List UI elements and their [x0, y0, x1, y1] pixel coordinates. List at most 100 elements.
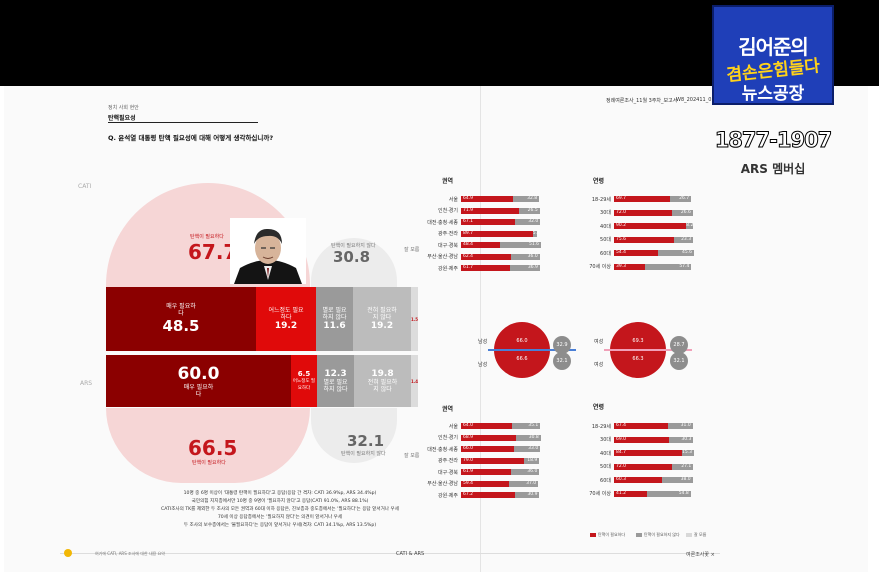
ars-s4-label: 전혀 필요하지 않다 — [367, 379, 398, 393]
need-bar: 67.4 — [614, 423, 668, 429]
noneed-bar: 54.8 — [646, 490, 691, 497]
bar-row: 30대 72.0 26.6 — [574, 209, 693, 216]
bar-row: 60대 60.3 38.0 — [574, 477, 693, 484]
bar-row-label: 70세 이상 — [589, 264, 611, 270]
bar-row: 50대 72.0 27.1 — [574, 463, 694, 470]
need-bar: 61.7 — [461, 265, 511, 271]
ars-region-title: 권역 — [442, 406, 454, 413]
bar-row-label: 18-29세 — [591, 423, 611, 430]
bar-row: 부산·울산·경남 62.4 36.0 — [421, 253, 540, 260]
female-label-cati: 여성 — [594, 339, 604, 345]
ars-s3-value: 12.3 — [324, 369, 347, 379]
cati-not-at-all-segment: 전혀 필요하지 않다 19.2 — [353, 287, 411, 351]
noneed-bar: 32.0 — [514, 219, 541, 225]
legend-noneed-text: 탄핵이 필요하지 않다 — [644, 532, 680, 537]
male-divider — [488, 349, 576, 351]
need-bar: 59.4 — [461, 480, 509, 487]
bar-row: 대구·경북 61.9 36.0 — [421, 469, 540, 476]
noneed-bar: 51.6 — [499, 242, 541, 248]
noneed-bar: 30.3 — [669, 436, 694, 443]
bar-row-label: 대전·충청·세종 — [427, 446, 458, 453]
need-bar: 61.9 — [461, 469, 511, 475]
noneed-bar: 30.9 — [514, 492, 540, 498]
report-header: 정례여론조사_11월 3주차_보고서 — [606, 98, 678, 104]
noneed-bar: 26.7 — [669, 196, 692, 202]
bar-row: 70세 이상 41.2 54.8 — [574, 490, 691, 497]
ars-some-need-segment: 6.5 어느정도 필요하다 — [291, 355, 317, 407]
note-line: 국민의힘 지지층에서만 10명 중 9명이 '필요하지 않다'고 응답(CATI… — [191, 499, 369, 504]
topic-title: 탄핵필요성 — [108, 115, 136, 122]
footer-line — [60, 553, 720, 554]
noneed-bar: 45.6 — [657, 250, 694, 256]
noneed-bar: 15.3 — [681, 450, 694, 456]
ars-age-title: 연령 — [593, 404, 605, 411]
cati-s2-value: 19.2 — [274, 321, 298, 331]
need-bar: 66.0 — [461, 446, 514, 452]
cati-s4-value: 19.2 — [370, 321, 394, 331]
bar-row: 70세 이상 39.3 57.4 — [574, 263, 692, 270]
need-bar: 41.2 — [614, 490, 647, 497]
need-bar: 64.9 — [461, 196, 513, 202]
ars-dk-label: 잘 모름 — [404, 453, 420, 459]
ars-s2-value: 6.5 — [297, 370, 311, 378]
bar-row: 18-29세 69.7 26.7 — [574, 196, 692, 203]
bar-row-label: 인천·경기 — [438, 208, 458, 214]
need-bar: 84.7 — [614, 450, 682, 456]
legend-noneed: 탄핵이 필요하지 않다 — [636, 532, 680, 538]
bar-row: 대전·충청·세종 66.0 33.0 — [421, 446, 541, 453]
cati-male-need: 66.0 — [516, 338, 528, 344]
bar-row: 부산·울산·경남 59.4 37.0 — [421, 480, 539, 487]
cati-very-need-segment: 매우 필요하다 48.5 — [106, 287, 256, 351]
ars-dk-segment: 1.4 — [411, 355, 418, 407]
ars-s2-label: 어느정도 필요하다 — [292, 379, 316, 391]
cati-dk-label: 잘 모름 — [404, 247, 420, 253]
need-bar: 90.2 — [614, 223, 687, 229]
need-bar: 69.7 — [614, 196, 670, 202]
topic-underline — [108, 122, 258, 123]
need-bar: 75.6 — [614, 236, 675, 243]
bar-row-label: 대구·경북 — [438, 469, 458, 476]
ars-need-bubble — [106, 408, 310, 483]
bar-row: 광주·전라 89.7 5.4 — [421, 230, 540, 237]
section-label: 정치 사회 현안 — [108, 105, 139, 111]
noneed-bar: 27.1 — [671, 463, 694, 470]
need-bar: 67.1 — [461, 219, 515, 225]
bar-row-label: 강원·제주 — [438, 265, 458, 272]
legend-dk-swatch — [686, 533, 692, 537]
noneed-bar: 8.2 — [686, 223, 694, 229]
noneed-bar: 31.0 — [667, 423, 693, 429]
need-bar: 62.4 — [461, 253, 511, 260]
ars-female-need: 66.3 — [632, 356, 644, 362]
noneed-bar: 57.4 — [645, 263, 692, 270]
need-bar: 71.9 — [461, 207, 519, 214]
noneed-bar: 5.4 — [532, 230, 540, 237]
legend-noneed-swatch — [636, 533, 642, 537]
ars-not-at-all-segment: 19.8 전혀 필요하지 않다 — [354, 355, 411, 407]
noneed-bar: 33.0 — [513, 446, 541, 452]
cati-dk-segment: 1.5 — [411, 287, 418, 351]
cati-side-label: CATI — [78, 183, 92, 190]
need-bar: 79.0 — [461, 457, 525, 464]
ars-side-label: ARS — [80, 380, 93, 387]
cati-s1-label: 매우 필요하다 — [166, 303, 196, 317]
bar-row: 50대 75.6 23.3 — [574, 236, 694, 243]
ars-noneed-label: 탄핵이 필요하지 않다 — [341, 451, 386, 457]
need-bar: 60.3 — [614, 477, 663, 483]
ars-very-need-segment: 60.0 매우 필요하다 — [106, 355, 291, 407]
bar-row-label: 부산·울산·경남 — [427, 254, 458, 260]
noneed-bar: 36.0 — [510, 469, 540, 475]
phone-number: 1877-1907 — [714, 128, 833, 153]
cati-s4-label: 전혀 필요하지 않다 — [367, 307, 397, 321]
bar-row-label: 광주·전라 — [438, 231, 458, 237]
ars-s4-value: 19.8 — [371, 369, 394, 379]
summary-notes: 10명 중 6명 이상이 '대통령 탄핵이 필요하다'고 응답(응답 간 격차:… — [150, 490, 410, 530]
need-bar: 89.7 — [461, 230, 533, 237]
bar-row: 인천·경기 68.9 30.8 — [421, 434, 541, 441]
ars-need-label: 탄핵이 필요하다 — [192, 460, 226, 466]
cati-s3-value: 11.6 — [323, 321, 346, 331]
cati-s3-label: 별로 필요하지 않다 — [322, 307, 347, 321]
need-bar: 72.0 — [614, 463, 672, 470]
cati-age-title: 연령 — [593, 178, 605, 185]
bar-row: 30대 69.0 30.3 — [574, 436, 694, 443]
noneed-bar: 30.8 — [516, 434, 541, 441]
